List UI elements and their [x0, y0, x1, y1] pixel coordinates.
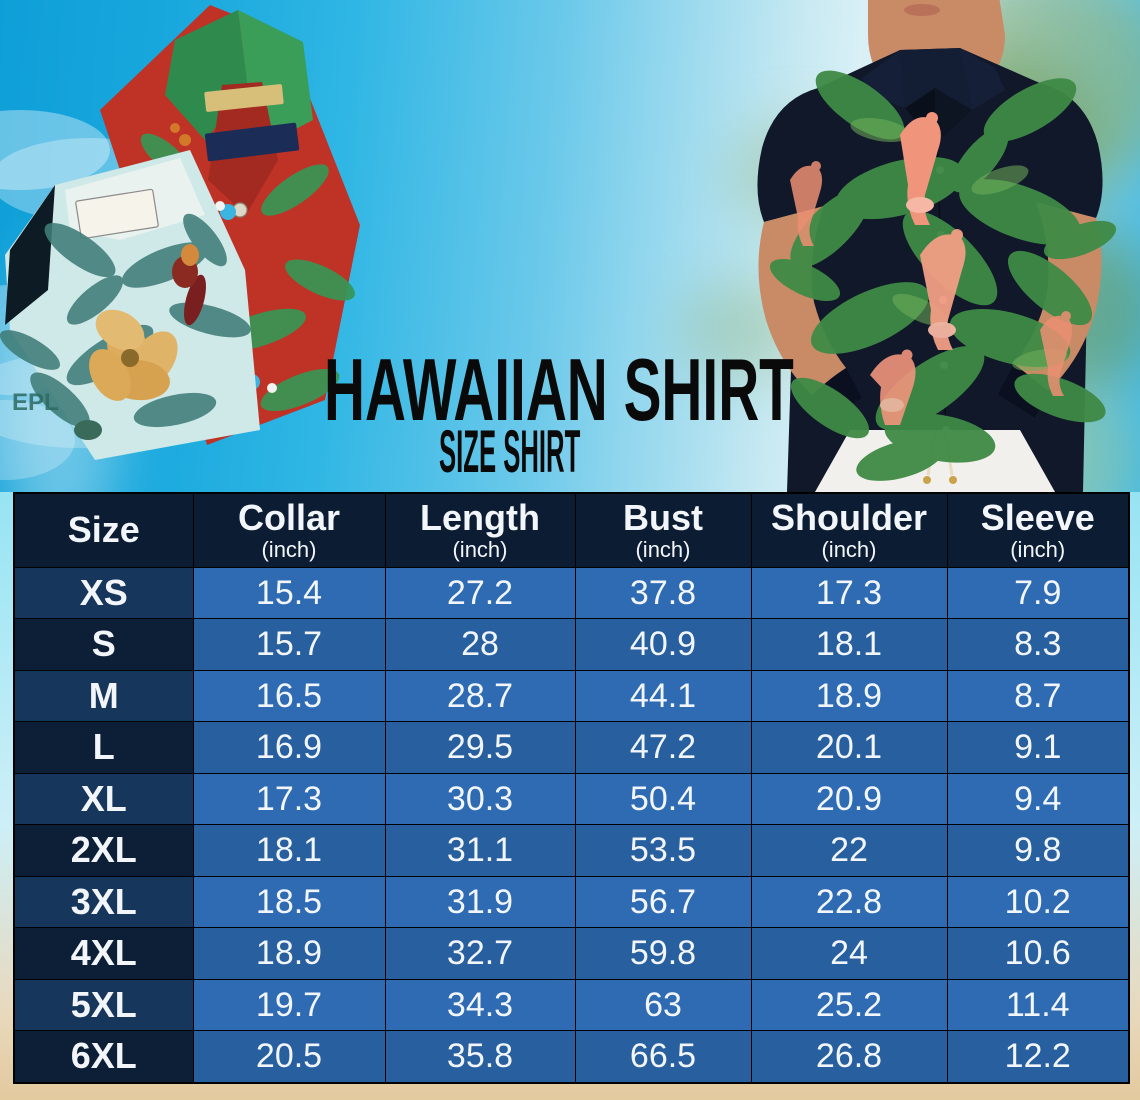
svg-text:EPL: EPL — [12, 389, 59, 416]
